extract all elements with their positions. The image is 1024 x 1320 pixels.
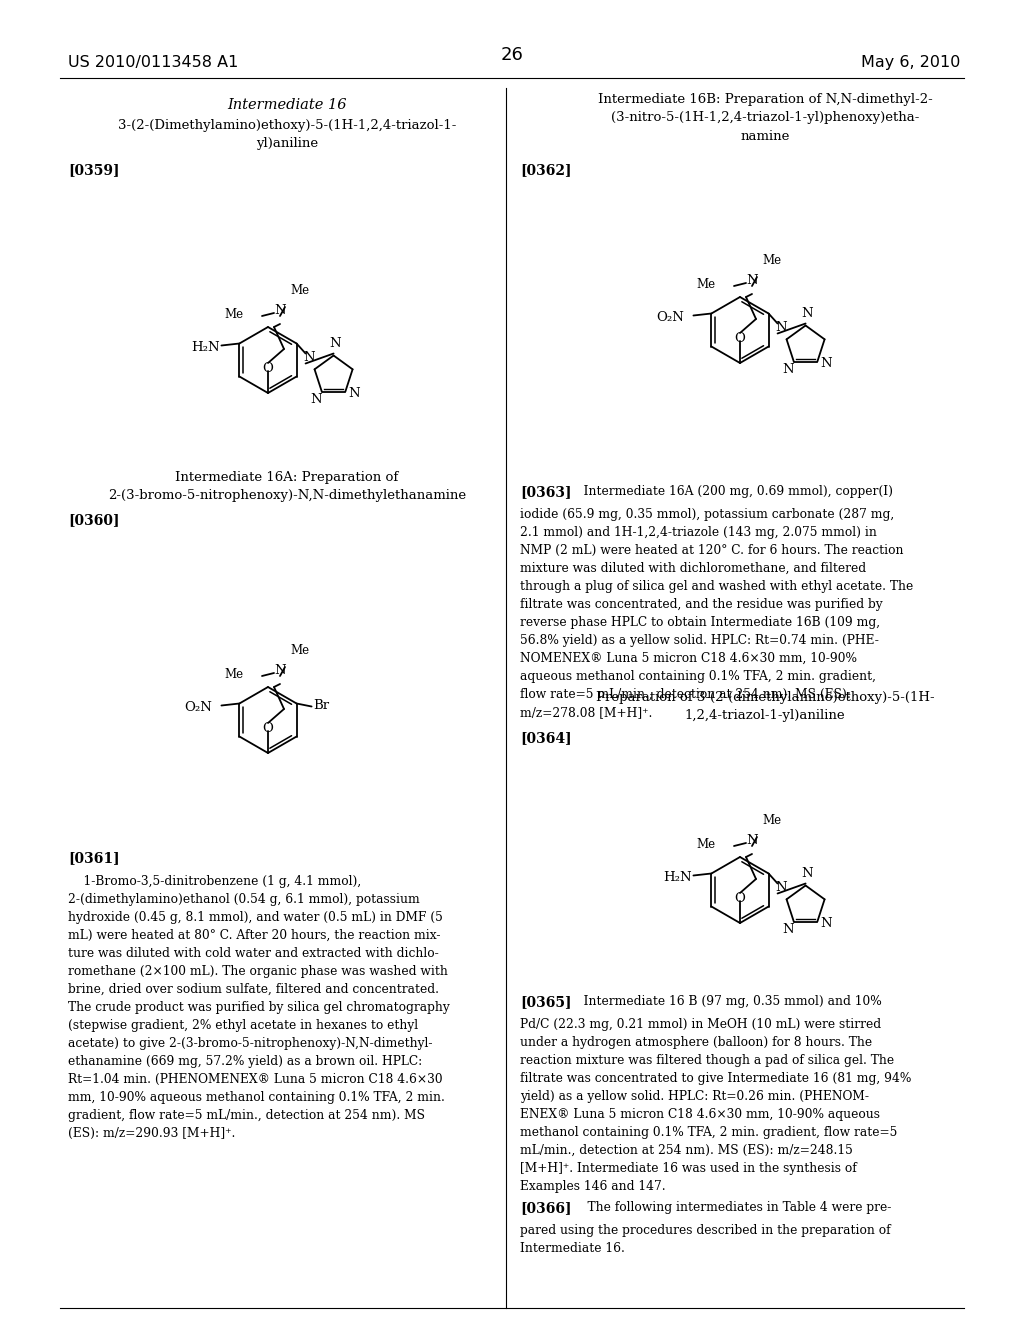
Text: namine: namine — [740, 129, 790, 143]
Text: N: N — [274, 664, 286, 677]
Text: O: O — [262, 722, 272, 735]
Text: H₂N: H₂N — [664, 871, 692, 884]
Text: N: N — [330, 337, 341, 350]
Text: [0359]: [0359] — [68, 162, 120, 177]
Text: H₂N: H₂N — [191, 341, 220, 354]
Text: 26: 26 — [501, 46, 523, 63]
Text: 1-Bromo-3,5-dinitrobenzene (1 g, 4.1 mmol),
2-(dimethylamino)ethanol (0.54 g, 6.: 1-Bromo-3,5-dinitrobenzene (1 g, 4.1 mmo… — [68, 875, 450, 1140]
Text: [0360]: [0360] — [68, 513, 120, 527]
Text: O: O — [262, 363, 272, 375]
Text: [0361]: [0361] — [68, 851, 120, 865]
Text: N: N — [274, 305, 286, 318]
Text: N: N — [775, 880, 787, 894]
Text: N: N — [781, 363, 794, 376]
Text: [0362]: [0362] — [520, 162, 571, 177]
Text: pared using the procedures described in the preparation of
Intermediate 16.: pared using the procedures described in … — [520, 1224, 891, 1255]
Text: N: N — [802, 867, 813, 880]
Text: 2-(3-bromo-5-nitrophenoxy)-N,N-dimethylethanamine: 2-(3-bromo-5-nitrophenoxy)-N,N-dimethyle… — [108, 490, 466, 503]
Text: N: N — [746, 834, 758, 847]
Text: N: N — [746, 275, 758, 288]
Text: Br: Br — [313, 700, 330, 711]
Text: O: O — [734, 892, 744, 906]
Text: 1,2,4-triazol-1-yl)aniline: 1,2,4-triazol-1-yl)aniline — [685, 710, 846, 722]
Text: yl)aniline: yl)aniline — [256, 137, 318, 150]
Text: Intermediate 16B: Preparation of N,N-dimethyl-2-: Intermediate 16B: Preparation of N,N-dim… — [598, 94, 933, 107]
Text: [0363]: [0363] — [520, 484, 571, 499]
Text: 3-(2-(Dimethylamino)ethoxy)-5-(1H-1,2,4-triazol-1-: 3-(2-(Dimethylamino)ethoxy)-5-(1H-1,2,4-… — [118, 120, 456, 132]
Text: (3-nitro-5-(1H-1,2,4-triazol-1-yl)phenoxy)etha-: (3-nitro-5-(1H-1,2,4-triazol-1-yl)phenox… — [610, 111, 920, 124]
Text: [0365]: [0365] — [520, 995, 571, 1008]
Text: Me: Me — [290, 644, 309, 656]
Text: N: N — [348, 387, 360, 400]
Text: N: N — [820, 917, 831, 931]
Text: US 2010/0113458 A1: US 2010/0113458 A1 — [68, 54, 239, 70]
Text: iodide (65.9 mg, 0.35 mmol), potassium carbonate (287 mg,
2.1 mmol) and 1H-1,2,4: iodide (65.9 mg, 0.35 mmol), potassium c… — [520, 508, 913, 719]
Text: O₂N: O₂N — [656, 312, 684, 323]
Text: Intermediate 16A (200 mg, 0.69 mmol), copper(I): Intermediate 16A (200 mg, 0.69 mmol), co… — [572, 486, 893, 499]
Text: Me: Me — [290, 284, 309, 297]
Text: N: N — [820, 358, 831, 370]
Text: Intermediate 16 B (97 mg, 0.35 mmol) and 10%: Intermediate 16 B (97 mg, 0.35 mmol) and… — [572, 995, 882, 1008]
Text: Pd/C (22.3 mg, 0.21 mmol) in MeOH (10 mL) were stirred
under a hydrogen atmosphe: Pd/C (22.3 mg, 0.21 mmol) in MeOH (10 mL… — [520, 1018, 911, 1193]
Text: Me: Me — [696, 838, 715, 851]
Text: N: N — [781, 923, 794, 936]
Text: [0364]: [0364] — [520, 731, 571, 744]
Text: [0366]: [0366] — [520, 1201, 571, 1214]
Text: Me: Me — [762, 253, 781, 267]
Text: O: O — [734, 333, 744, 346]
Text: The following intermediates in Table 4 were pre-: The following intermediates in Table 4 w… — [572, 1201, 891, 1214]
Text: Me: Me — [224, 668, 243, 681]
Text: N: N — [303, 351, 315, 364]
Text: Me: Me — [762, 813, 781, 826]
Text: N: N — [775, 321, 787, 334]
Text: Intermediate 16A: Preparation of: Intermediate 16A: Preparation of — [175, 471, 398, 484]
Text: May 6, 2010: May 6, 2010 — [860, 54, 961, 70]
Text: Me: Me — [696, 279, 715, 292]
Text: Intermediate 16: Intermediate 16 — [227, 98, 347, 112]
Text: O₂N: O₂N — [184, 701, 212, 714]
Text: N: N — [802, 308, 813, 319]
Text: Preparation of 3-(2-(dimethylamino)ethoxy)-5-(1H-: Preparation of 3-(2-(dimethylamino)ethox… — [596, 692, 934, 705]
Text: N: N — [310, 393, 322, 407]
Text: Me: Me — [224, 309, 243, 322]
